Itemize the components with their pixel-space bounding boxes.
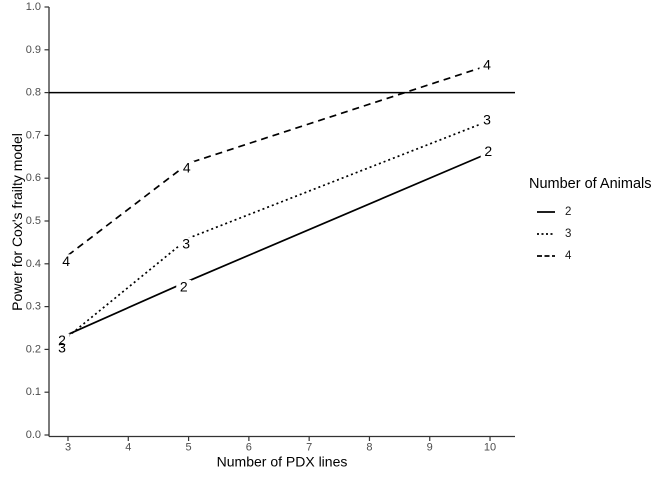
- y-tick-label: 0.6: [26, 172, 41, 184]
- y-tick-label: 0.4: [26, 258, 41, 270]
- legend-title: Number of Animals: [529, 176, 652, 192]
- series-direct-label-4: 4: [183, 160, 191, 176]
- series-line-3-animals: [67, 119, 491, 338]
- direct-label-mask: [58, 254, 74, 268]
- series-direct-label-4: 4: [62, 253, 70, 269]
- direct-label-mask: [176, 279, 192, 293]
- legend-key-dashed-line-icon: [537, 255, 555, 257]
- series-direct-label-3: 3: [58, 340, 66, 356]
- legend-item-3-animals: 3: [529, 223, 652, 245]
- legend-item-2-animals: 2: [529, 201, 652, 223]
- x-tick-label: 9: [427, 442, 433, 454]
- y-tick-label: 0.1: [26, 386, 41, 398]
- direct-label-mask: [178, 237, 194, 251]
- x-tick-label: 3: [65, 442, 71, 454]
- series-direct-label-4: 4: [483, 56, 491, 72]
- legend-item-label: 2: [565, 206, 572, 218]
- series-direct-label-3: 3: [182, 236, 190, 252]
- legend-item-label: 4: [565, 250, 572, 262]
- y-tick-label: 0.3: [26, 301, 41, 313]
- y-tick-label: 0.7: [26, 129, 41, 141]
- x-tick-label: 6: [246, 442, 252, 454]
- direct-label-mask: [480, 144, 496, 158]
- y-tick-label: 0.8: [26, 87, 41, 99]
- direct-label-mask: [54, 341, 70, 355]
- series-direct-label-2: 2: [484, 143, 492, 159]
- y-tick-label: 1.0: [26, 1, 41, 13]
- legend: Number of Animals 2 3 4: [529, 176, 652, 267]
- series-direct-label-3: 3: [483, 112, 491, 128]
- x-axis-title: Number of PDX lines: [217, 454, 348, 470]
- series-line-4-animals: [67, 63, 491, 256]
- legend-key-dotted-line-icon: [537, 233, 555, 235]
- y-tick-label: 0.5: [26, 215, 41, 227]
- x-tick-label: 8: [366, 442, 372, 454]
- x-tick-label: 5: [186, 442, 192, 454]
- direct-label-mask: [479, 57, 495, 71]
- x-tick-label: 4: [125, 442, 131, 454]
- y-axis-title: Power for Cox's frailty model: [9, 133, 25, 311]
- direct-label-mask: [179, 161, 195, 174]
- y-tick-label: 0.0: [26, 429, 41, 441]
- y-tick-label: 0.2: [26, 343, 41, 355]
- series-direct-label-2: 2: [58, 332, 66, 348]
- series-direct-label-2: 2: [180, 278, 188, 294]
- y-tick-label: 0.9: [26, 44, 41, 56]
- direct-label-mask: [479, 113, 495, 127]
- legend-key-solid-line-icon: [537, 211, 555, 213]
- x-tick-label: 10: [484, 442, 496, 454]
- legend-item-4-animals: 4: [529, 245, 652, 267]
- series-line-2-animals: [67, 151, 491, 336]
- x-tick-label: 7: [306, 442, 312, 454]
- legend-item-label: 3: [565, 228, 572, 240]
